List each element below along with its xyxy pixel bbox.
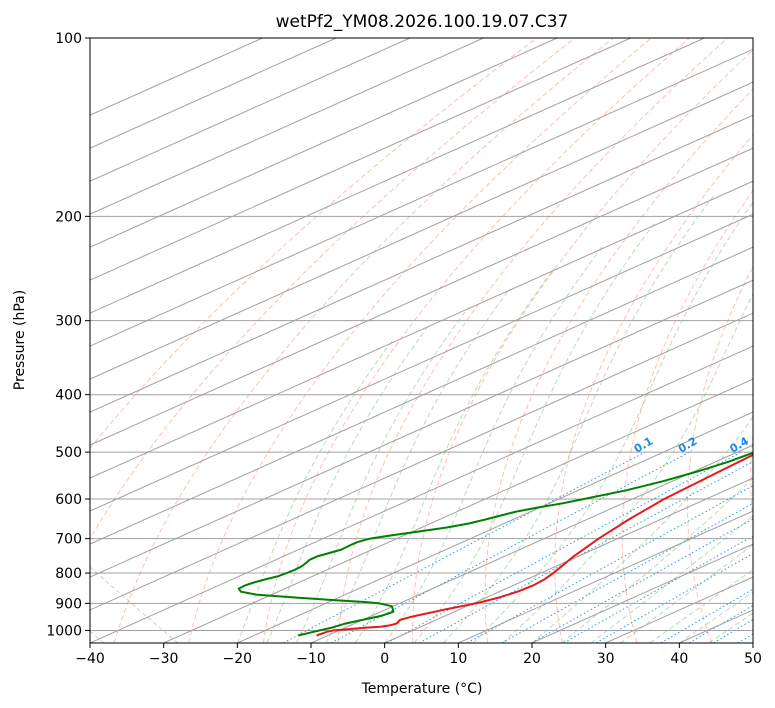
plot-area	[90, 38, 753, 643]
y-tick-label: 100	[55, 31, 82, 47]
isotherm	[310, 444, 753, 643]
x-tick-label: −20	[223, 651, 253, 667]
y-axis-label: Pressure (hPa)	[12, 290, 28, 390]
isotherm	[237, 411, 753, 643]
dry-adiabat	[90, 38, 576, 540]
isotherm	[90, 312, 753, 611]
dry-adiabat	[687, 265, 753, 643]
isotherm	[458, 510, 753, 643]
mixing-ratio-line	[595, 552, 753, 643]
isotherm	[90, 213, 753, 512]
moist-adiabat	[472, 201, 753, 643]
mixing-ratio-line	[766, 452, 775, 643]
isotherm	[163, 378, 753, 643]
isotherm	[90, 38, 410, 182]
moist-adiabat	[649, 569, 753, 643]
y-tick-label: 600	[55, 492, 82, 508]
isotherm	[90, 81, 753, 380]
mixing-ratio-line	[501, 502, 753, 643]
moist-adiabat	[561, 477, 753, 643]
mixing-ratio-line	[386, 451, 742, 643]
isotherm	[90, 38, 484, 215]
x-tick-label: 30	[597, 651, 615, 667]
background-lines	[90, 38, 775, 643]
isotherm-label: -10	[759, 422, 775, 445]
isotherm	[752, 642, 753, 643]
x-tick-label: 40	[670, 651, 688, 667]
mixing-ratio-line	[330, 451, 690, 643]
dry-adiabat	[554, 133, 753, 643]
isotherm	[90, 114, 753, 413]
y-tick-label: 400	[55, 388, 82, 404]
moist-adiabat	[325, 288, 511, 643]
moist-adiabat	[354, 268, 555, 643]
isotherm	[90, 180, 753, 479]
isotherm	[90, 38, 558, 248]
moist-adiabat	[679, 591, 753, 643]
dry-adiabat	[621, 189, 753, 643]
x-axis-label: Temperature (°C)	[361, 681, 483, 697]
y-tick-label: 800	[55, 566, 82, 582]
dry-adiabat	[412, 49, 753, 643]
x-tick-label: −40	[75, 651, 105, 667]
moist-adiabat	[236, 341, 393, 643]
moist-adiabat	[531, 415, 753, 643]
isotherm	[384, 477, 753, 643]
dry-adiabat	[188, 38, 653, 643]
x-axis: −40 −30 −20 −10 0 10 20 30 40 50	[75, 643, 762, 667]
mixing-ratio-line	[418, 460, 753, 643]
x-tick-label: 0	[380, 651, 389, 667]
isotherm	[90, 38, 705, 314]
x-tick-label: −10	[296, 651, 326, 667]
x-tick-label: 50	[744, 651, 762, 667]
dewpoint-line	[237, 451, 753, 637]
x-tick-label: 20	[523, 651, 541, 667]
dry-adiabat	[90, 38, 538, 450]
isotherm	[90, 38, 631, 281]
dry-adiabat	[750, 431, 753, 526]
isotherm	[90, 279, 753, 578]
x-tick-label: 10	[449, 651, 467, 667]
y-tick-label: 500	[55, 445, 82, 461]
temperature-line	[316, 453, 753, 637]
y-tick-label: 1000	[46, 623, 82, 639]
profile-lines	[237, 451, 753, 637]
x-tick-label: −30	[149, 651, 179, 667]
y-tick-label: 900	[55, 596, 82, 612]
chart-title: wetPf2_YM08.2026.100.19.07.C37	[276, 12, 569, 32]
y-axis: 1000 900 800 700 600 500 400 300 200 100	[46, 31, 90, 639]
moist-adiabat	[266, 324, 430, 643]
dry-adiabat	[263, 38, 691, 643]
isotherm	[90, 147, 753, 446]
plot-frame	[89, 37, 754, 644]
isotherm	[90, 345, 753, 643]
y-tick-label: 700	[55, 532, 82, 548]
isotherm	[90, 38, 337, 149]
mixing-ratio-label: 0.6	[757, 434, 775, 455]
moist-adiabat	[384, 246, 603, 643]
y-tick-label: 300	[55, 314, 82, 330]
isotherm	[90, 48, 753, 347]
y-tick-label: 200	[55, 209, 82, 225]
dry-adiabat	[337, 38, 729, 643]
isotherm	[90, 246, 753, 545]
